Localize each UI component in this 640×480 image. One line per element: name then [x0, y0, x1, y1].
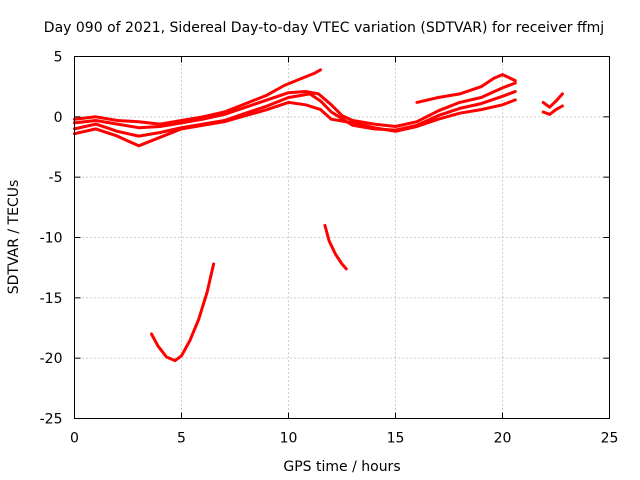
series-trace-1	[73, 81, 517, 130]
x-tick-label: 5	[177, 431, 186, 447]
series-trace-7	[541, 104, 564, 116]
series-trace-4	[73, 68, 323, 126]
x-tick-label: 15	[387, 431, 405, 447]
y-tick-label: -15	[40, 291, 63, 307]
series-trace-5	[415, 73, 517, 104]
x-tick-label: 25	[601, 431, 619, 447]
y-tick-label: -25	[40, 412, 63, 428]
y-tick-label: -5	[49, 170, 63, 186]
tick-labels: 0 5 10 15 20 25 -25 -20 -15 -10 -5 0 5	[40, 50, 619, 447]
y-tick-label: 0	[54, 110, 63, 126]
y-tick-label: -20	[40, 351, 63, 367]
series-trace-9	[323, 223, 348, 271]
series-trace-3	[73, 98, 517, 148]
x-tick-label: 10	[280, 431, 298, 447]
series-trace-2	[73, 90, 517, 138]
y-tick-label: 5	[54, 50, 63, 66]
x-tick-label: 0	[70, 431, 79, 447]
series-group	[73, 68, 564, 363]
grid-lines	[74, 56, 610, 419]
series-trace-8	[150, 262, 216, 363]
series-trace-6	[541, 92, 564, 109]
x-tick-label: 20	[494, 431, 512, 447]
x-axis-label: GPS time / hours	[283, 459, 400, 475]
chart-title: Day 090 of 2021, Sidereal Day-to-day VTE…	[44, 20, 604, 36]
y-axis-label: SDTVAR / TECUs	[6, 180, 22, 295]
y-tick-label: -10	[40, 231, 63, 247]
axis-ticks	[74, 56, 610, 419]
